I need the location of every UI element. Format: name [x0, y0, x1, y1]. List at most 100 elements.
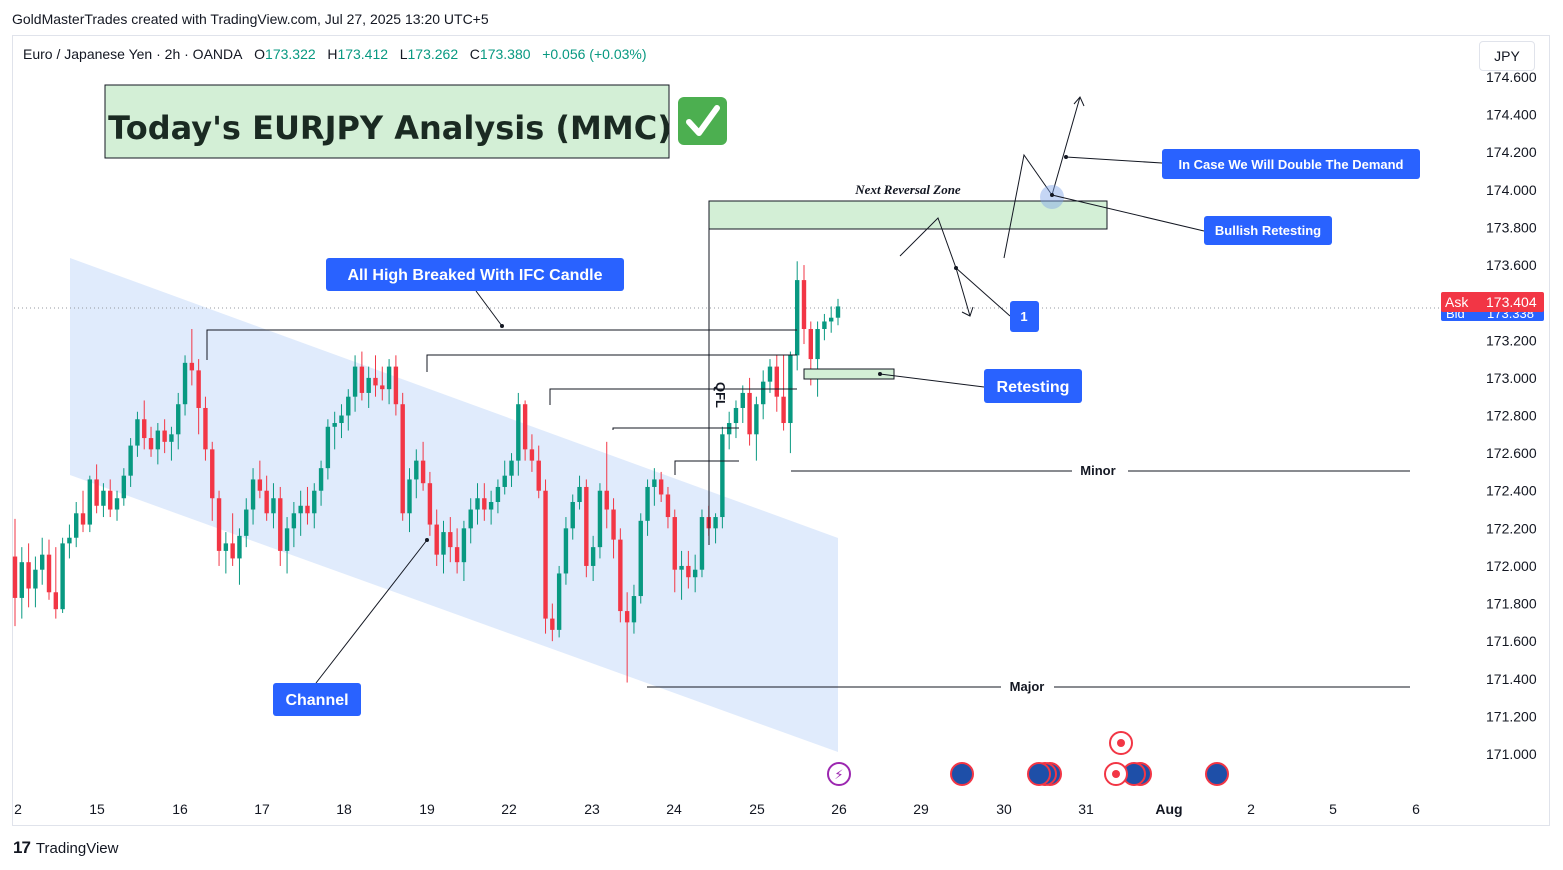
candle-body: [740, 392, 745, 408]
candle-body: [781, 396, 786, 424]
price-axis[interactable]: 174.600 174.400 174.200 174.000 173.800 173.6…: [1486, 69, 1537, 762]
candle-body: [488, 502, 494, 510]
candle-body: [482, 498, 487, 510]
point-one-callout[interactable]: [1010, 301, 1039, 332]
candle-body: [148, 438, 154, 450]
high-level-1: [206, 329, 797, 360]
candle-body: [448, 532, 453, 548]
eu-flag-event-icon[interactable]: [1027, 762, 1051, 786]
candle-body: [305, 505, 310, 514]
candle-body: [135, 419, 140, 446]
time-tick-label: 24: [666, 801, 682, 817]
price-tick-label: 173.000: [1486, 370, 1537, 386]
high-levels: [206, 329, 797, 475]
price-chart[interactable]: QFL Next Reversal Zone Minor Major All H…: [0, 0, 1563, 830]
eu-flag-event-icon[interactable]: [950, 762, 974, 786]
time-tick-label: 30: [996, 801, 1012, 817]
low-label: L: [399, 46, 408, 62]
candle-body: [699, 517, 705, 570]
change-value: +0.056 (+0.03%): [542, 46, 647, 62]
candle-body: [352, 366, 358, 397]
time-tick-label: 18: [336, 801, 352, 817]
candle-body: [189, 362, 195, 371]
tradingview-logo-icon: 17: [13, 838, 31, 857]
double-demand-connector: [1065, 156, 1163, 164]
next-reversal-zone: [708, 200, 1108, 230]
candle-body: [182, 362, 188, 405]
candle-body: [176, 404, 181, 435]
channel-connector: [315, 539, 428, 684]
double-demand-callout[interactable]: [1162, 149, 1420, 179]
time-tick-label: 23: [584, 801, 600, 817]
time-tick-label: 16: [172, 801, 188, 817]
eu-flag-event-icon[interactable]: [1205, 762, 1229, 786]
candle-body: [665, 494, 671, 518]
candle-body: [108, 490, 113, 510]
price-tick-label: 171.800: [1486, 596, 1537, 612]
bullish-retest-dot: [1050, 193, 1054, 197]
symbol-name[interactable]: Euro / Japanese Yen · 2h · OANDA: [23, 46, 243, 62]
candle-body: [53, 592, 59, 610]
candle-body: [250, 479, 256, 510]
low-value: 173.262: [407, 46, 459, 62]
time-axis[interactable]: 2 15 16 17 18 19 22 23 24 25 26 29 30 31 Aug 2 5 6: [14, 801, 1420, 817]
candle-body: [495, 486, 501, 503]
channel-callout[interactable]: [273, 683, 361, 716]
candle-body: [87, 479, 93, 525]
candle-body: [121, 475, 127, 499]
candle-body: [393, 366, 399, 405]
high-level-5: [674, 460, 739, 475]
candle-body: [94, 479, 99, 506]
candle-body: [577, 486, 582, 503]
tradingview-brand[interactable]: 17 TradingView: [13, 838, 118, 858]
all-high-connector: [475, 290, 503, 327]
candle-body: [244, 509, 249, 536]
ask-tag-value: 173.404: [1486, 294, 1537, 310]
candle-body: [264, 490, 269, 514]
next-reversal-label: Next Reversal Zone: [854, 182, 961, 197]
point-one-dot: [954, 266, 958, 270]
double-demand-text: In Case We Will Double The Demand: [1178, 157, 1403, 172]
check-mark: [686, 105, 720, 136]
time-tick-label: 2: [1247, 801, 1255, 817]
candle-body: [434, 524, 439, 555]
candle-body: [74, 513, 79, 538]
candle-body: [298, 505, 303, 514]
high-level-4: [612, 427, 739, 430]
retesting-callout[interactable]: [984, 369, 1082, 403]
price-tick-label: 172.200: [1486, 520, 1537, 536]
lightning-event-icon[interactable]: [827, 762, 851, 786]
candle-body: [386, 366, 392, 390]
japan-flag-dot: [1117, 739, 1125, 747]
bullish-retest-connector: [1051, 194, 1205, 232]
all-high-callout[interactable]: [326, 258, 624, 291]
candle-body: [346, 396, 351, 416]
all-high-dot: [500, 324, 504, 328]
qfl-label: QFL: [713, 382, 728, 408]
candle-body: [652, 479, 657, 487]
candle-body: [794, 280, 800, 356]
point-one-text: 1: [1020, 309, 1027, 324]
time-tick-label: 29: [913, 801, 929, 817]
candle-body: [611, 509, 616, 540]
candle-body: [318, 468, 324, 491]
candle-body: [80, 513, 86, 525]
candle-body: [400, 404, 405, 514]
close-label: C: [469, 46, 480, 62]
currency-selector[interactable]: JPY: [1479, 41, 1535, 71]
candle-body: [570, 502, 575, 529]
japan-flag-dot: [1112, 770, 1120, 778]
candle-body: [679, 565, 684, 570]
candle-body: [101, 490, 106, 506]
price-tick-label: 173.600: [1486, 257, 1537, 273]
candle-body: [801, 280, 807, 329]
candle-body: [26, 562, 31, 589]
minor-label: Minor: [1080, 463, 1115, 478]
candle-body: [475, 498, 480, 510]
candle-body: [12, 556, 18, 598]
bullish-retesting-callout[interactable]: [1204, 216, 1332, 245]
candle-body: [60, 543, 65, 610]
candle-body: [658, 479, 664, 495]
price-tick-label: 172.000: [1486, 558, 1537, 574]
time-tick-label: 15: [89, 801, 105, 817]
